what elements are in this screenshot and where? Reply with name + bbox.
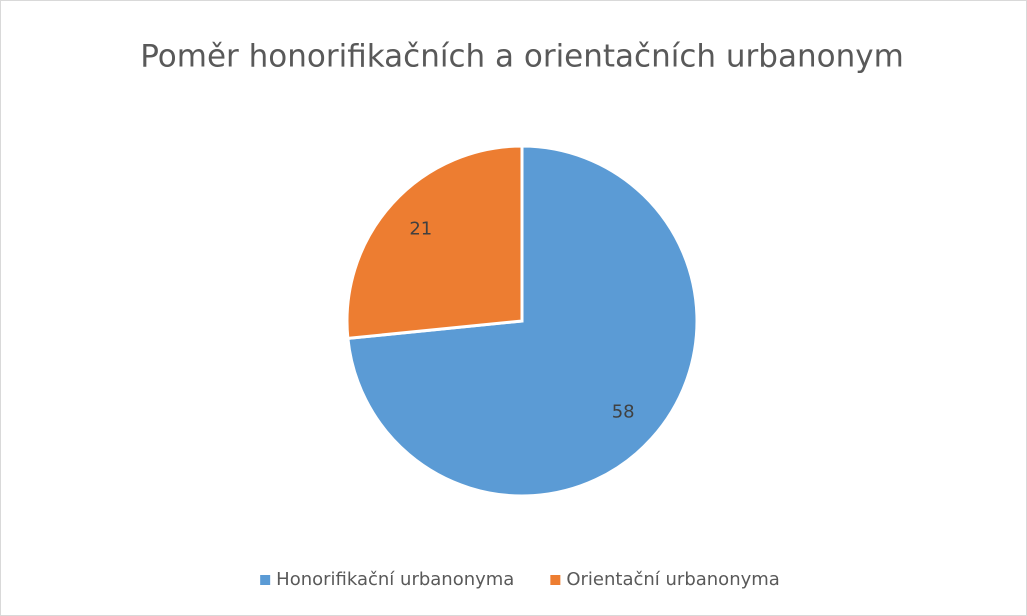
legend-swatch: [550, 575, 561, 585]
legend-label: Honorifikační urbanonyma: [276, 569, 514, 590]
pie-slice: [345, 144, 524, 341]
chart-title: Poměr honorifikačních a orientačních urb…: [140, 39, 904, 75]
data-label: 58: [612, 402, 635, 423]
legend-label: Orientační urbanonyma: [566, 569, 779, 590]
data-label: 21: [409, 218, 432, 239]
legend-swatch: [260, 575, 271, 585]
